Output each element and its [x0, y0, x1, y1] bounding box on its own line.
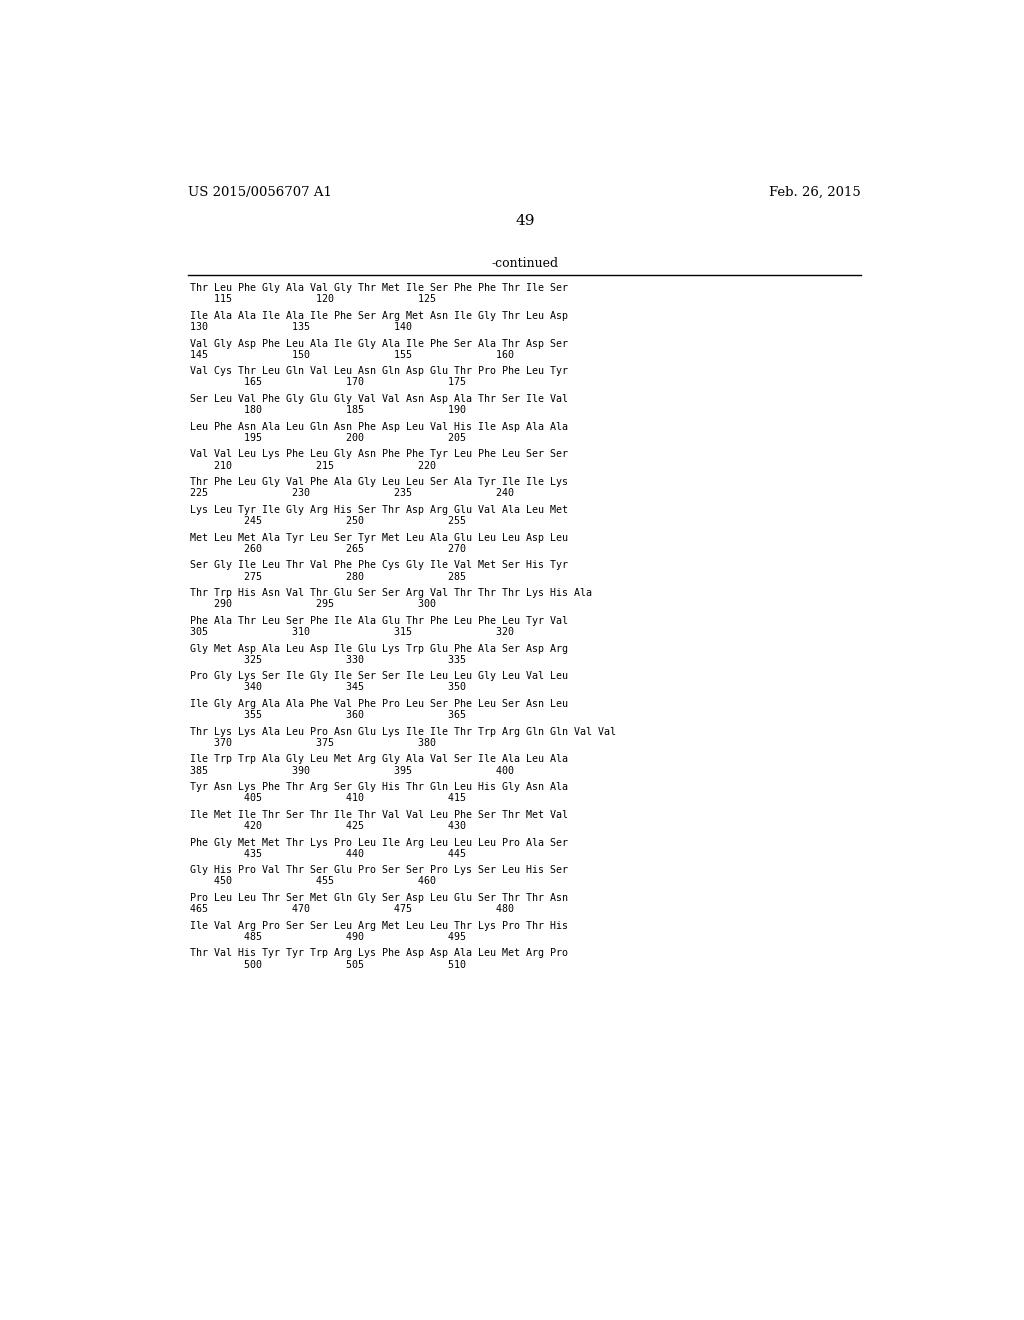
- Text: 245              250              255: 245 250 255: [190, 516, 466, 527]
- Text: Thr Phe Leu Gly Val Phe Ala Gly Leu Leu Ser Ala Tyr Ile Ile Lys: Thr Phe Leu Gly Val Phe Ala Gly Leu Leu …: [190, 478, 568, 487]
- Text: Ile Trp Trp Ala Gly Leu Met Arg Gly Ala Val Ser Ile Ala Leu Ala: Ile Trp Trp Ala Gly Leu Met Arg Gly Ala …: [190, 755, 568, 764]
- Text: 49: 49: [515, 214, 535, 228]
- Text: US 2015/0056707 A1: US 2015/0056707 A1: [188, 186, 333, 199]
- Text: Phe Gly Met Met Thr Lys Pro Leu Ile Arg Leu Leu Leu Pro Ala Ser: Phe Gly Met Met Thr Lys Pro Leu Ile Arg …: [190, 838, 568, 847]
- Text: 385              390              395              400: 385 390 395 400: [190, 766, 514, 776]
- Text: Val Cys Thr Leu Gln Val Leu Asn Gln Asp Glu Thr Pro Phe Leu Tyr: Val Cys Thr Leu Gln Val Leu Asn Gln Asp …: [190, 367, 568, 376]
- Text: Ser Gly Ile Leu Thr Val Phe Phe Cys Gly Ile Val Met Ser His Tyr: Ser Gly Ile Leu Thr Val Phe Phe Cys Gly …: [190, 561, 568, 570]
- Text: 195              200              205: 195 200 205: [190, 433, 466, 444]
- Text: Thr Leu Phe Gly Ala Val Gly Thr Met Ile Ser Phe Phe Thr Ile Ser: Thr Leu Phe Gly Ala Val Gly Thr Met Ile …: [190, 284, 568, 293]
- Text: 465              470              475              480: 465 470 475 480: [190, 904, 514, 915]
- Text: Thr Val His Tyr Tyr Trp Arg Lys Phe Asp Asp Ala Leu Met Arg Pro: Thr Val His Tyr Tyr Trp Arg Lys Phe Asp …: [190, 949, 568, 958]
- Text: 180              185              190: 180 185 190: [190, 405, 466, 416]
- Text: 500              505              510: 500 505 510: [190, 960, 466, 970]
- Text: 450              455              460: 450 455 460: [190, 876, 436, 887]
- Text: 130              135              140: 130 135 140: [190, 322, 412, 333]
- Text: Gly Met Asp Ala Leu Asp Ile Glu Lys Trp Glu Phe Ala Ser Asp Arg: Gly Met Asp Ala Leu Asp Ile Glu Lys Trp …: [190, 644, 568, 653]
- Text: -continued: -continued: [492, 257, 558, 271]
- Text: Tyr Asn Lys Phe Thr Arg Ser Gly His Thr Gln Leu His Gly Asn Ala: Tyr Asn Lys Phe Thr Arg Ser Gly His Thr …: [190, 781, 568, 792]
- Text: Feb. 26, 2015: Feb. 26, 2015: [769, 186, 861, 199]
- Text: 420              425              430: 420 425 430: [190, 821, 466, 832]
- Text: Thr Lys Lys Ala Leu Pro Asn Glu Lys Ile Ile Thr Trp Arg Gln Gln Val Val: Thr Lys Lys Ala Leu Pro Asn Glu Lys Ile …: [190, 726, 616, 737]
- Text: 290              295              300: 290 295 300: [190, 599, 436, 610]
- Text: 275              280              285: 275 280 285: [190, 572, 466, 582]
- Text: Lys Leu Tyr Ile Gly Arg His Ser Thr Asp Arg Glu Val Ala Leu Met: Lys Leu Tyr Ile Gly Arg His Ser Thr Asp …: [190, 506, 568, 515]
- Text: Phe Ala Thr Leu Ser Phe Ile Ala Glu Thr Phe Leu Phe Leu Tyr Val: Phe Ala Thr Leu Ser Phe Ile Ala Glu Thr …: [190, 615, 568, 626]
- Text: 340              345              350: 340 345 350: [190, 682, 466, 693]
- Text: Ile Ala Ala Ile Ala Ile Phe Ser Arg Met Asn Ile Gly Thr Leu Asp: Ile Ala Ala Ile Ala Ile Phe Ser Arg Met …: [190, 312, 568, 321]
- Text: Ile Val Arg Pro Ser Ser Leu Arg Met Leu Leu Thr Lys Pro Thr His: Ile Val Arg Pro Ser Ser Leu Arg Met Leu …: [190, 921, 568, 931]
- Text: 370              375              380: 370 375 380: [190, 738, 436, 748]
- Text: Leu Phe Asn Ala Leu Gln Asn Phe Asp Leu Val His Ile Asp Ala Ala: Leu Phe Asn Ala Leu Gln Asn Phe Asp Leu …: [190, 422, 568, 432]
- Text: 225              230              235              240: 225 230 235 240: [190, 488, 514, 499]
- Text: 485              490              495: 485 490 495: [190, 932, 466, 942]
- Text: 435              440              445: 435 440 445: [190, 849, 466, 859]
- Text: Pro Leu Leu Thr Ser Met Gln Gly Ser Asp Leu Glu Ser Thr Thr Asn: Pro Leu Leu Thr Ser Met Gln Gly Ser Asp …: [190, 892, 568, 903]
- Text: 405              410              415: 405 410 415: [190, 793, 466, 804]
- Text: 165              170              175: 165 170 175: [190, 378, 466, 388]
- Text: Val Gly Asp Phe Leu Ala Ile Gly Ala Ile Phe Ser Ala Thr Asp Ser: Val Gly Asp Phe Leu Ala Ile Gly Ala Ile …: [190, 339, 568, 348]
- Text: 115              120              125: 115 120 125: [190, 294, 436, 305]
- Text: 145              150              155              160: 145 150 155 160: [190, 350, 514, 360]
- Text: 260              265              270: 260 265 270: [190, 544, 466, 554]
- Text: Thr Trp His Asn Val Thr Glu Ser Ser Arg Val Thr Thr Thr Lys His Ala: Thr Trp His Asn Val Thr Glu Ser Ser Arg …: [190, 589, 592, 598]
- Text: 325              330              335: 325 330 335: [190, 655, 466, 665]
- Text: Val Val Leu Lys Phe Leu Gly Asn Phe Phe Tyr Leu Phe Leu Ser Ser: Val Val Leu Lys Phe Leu Gly Asn Phe Phe …: [190, 449, 568, 459]
- Text: Met Leu Met Ala Tyr Leu Ser Tyr Met Leu Ala Glu Leu Leu Asp Leu: Met Leu Met Ala Tyr Leu Ser Tyr Met Leu …: [190, 533, 568, 543]
- Text: 305              310              315              320: 305 310 315 320: [190, 627, 514, 638]
- Text: Ile Gly Arg Ala Ala Phe Val Phe Pro Leu Ser Phe Leu Ser Asn Leu: Ile Gly Arg Ala Ala Phe Val Phe Pro Leu …: [190, 700, 568, 709]
- Text: Ile Met Ile Thr Ser Thr Ile Thr Val Val Leu Phe Ser Thr Met Val: Ile Met Ile Thr Ser Thr Ile Thr Val Val …: [190, 810, 568, 820]
- Text: 355              360              365: 355 360 365: [190, 710, 466, 721]
- Text: Ser Leu Val Phe Gly Glu Gly Val Val Asn Asp Ala Thr Ser Ile Val: Ser Leu Val Phe Gly Glu Gly Val Val Asn …: [190, 395, 568, 404]
- Text: Pro Gly Lys Ser Ile Gly Ile Ser Ser Ile Leu Leu Gly Leu Val Leu: Pro Gly Lys Ser Ile Gly Ile Ser Ser Ile …: [190, 671, 568, 681]
- Text: 210              215              220: 210 215 220: [190, 461, 436, 471]
- Text: Gly His Pro Val Thr Ser Glu Pro Ser Ser Pro Lys Ser Leu His Ser: Gly His Pro Val Thr Ser Glu Pro Ser Ser …: [190, 866, 568, 875]
